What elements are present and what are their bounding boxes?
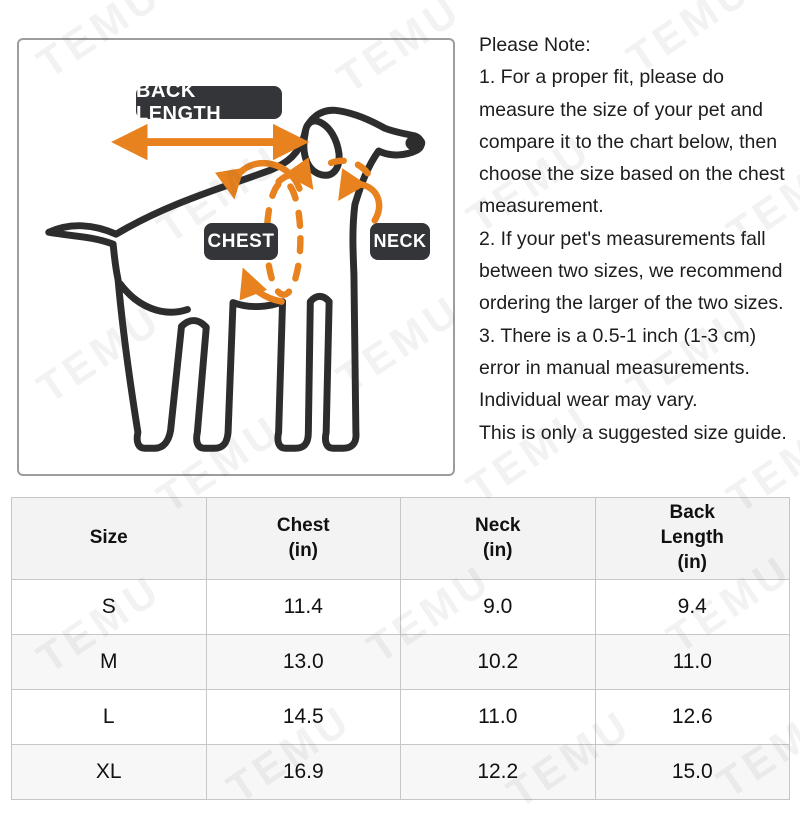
table-row: M 13.0 10.2 11.0: [11, 634, 790, 690]
cell-chest: 13.0: [205, 634, 401, 690]
cell-back-length: 11.0: [594, 634, 790, 690]
chest-arrow-bottom: [239, 267, 285, 305]
cell-neck: 9.0: [400, 579, 596, 635]
cell-chest: 16.9: [205, 744, 401, 800]
note-line: error in manual measurements.: [479, 356, 750, 379]
header-size: Size: [11, 497, 207, 580]
note-line: 1. For a proper fit, please do: [479, 66, 724, 89]
header-chest: Chest (in): [205, 497, 401, 580]
note-line: between two sizes, we recommend: [479, 260, 783, 283]
note-title: Please Note:: [479, 34, 591, 56]
cell-size: L: [11, 689, 207, 745]
size-note: Please Note: 1. For a proper fit, please…: [479, 29, 799, 449]
cell-neck: 12.2: [400, 744, 596, 800]
note-line: measurement.: [479, 195, 604, 218]
header-neck: Neck (in): [400, 497, 596, 580]
chest-label: CHEST: [204, 223, 278, 260]
neck-label: NECK: [370, 223, 430, 260]
neck-arrow: [338, 168, 383, 224]
table-row: S 11.4 9.0 9.4: [11, 579, 790, 635]
note-line: Individual wear may vary.: [479, 389, 698, 412]
cell-size: M: [11, 634, 207, 690]
dog-outline: [45, 106, 425, 452]
cell-neck: 11.0: [400, 689, 596, 745]
dog-haunch-line: [116, 280, 191, 316]
cell-back-length: 9.4: [594, 579, 790, 635]
table-header-row: Size Chest (in) Neck (in) Back Length (i…: [11, 497, 790, 580]
note-line: ordering the larger of the two sizes.: [479, 292, 784, 315]
note-line: 3. There is a 0.5-1 inch (1-3 cm): [479, 324, 757, 347]
neck-girth-dashed-arc: [327, 157, 377, 189]
chest-arrow-shoulder: [275, 157, 314, 190]
size-table: Size Chest (in) Neck (in) Back Length (i…: [11, 497, 790, 800]
cell-back-length: 15.0: [594, 744, 790, 800]
table-row: XL 16.9 12.2 15.0: [11, 744, 790, 800]
cell-size: S: [11, 579, 207, 635]
note-line: choose the size based on the chest: [479, 163, 785, 186]
table-row: L 14.5 11.0 12.6: [11, 689, 790, 745]
note-line: compare it to the chart below, then: [479, 130, 778, 153]
cell-neck: 10.2: [400, 634, 596, 690]
note-line: measure the size of your pet and: [479, 98, 763, 121]
note-line: This is only a suggested size guide.: [479, 421, 787, 444]
size-table-header: Size Chest (in) Neck (in) Back Length (i…: [11, 497, 790, 580]
note-line: 2. If your pet's measurements fall: [479, 227, 766, 250]
measurement-illustration-box: BACK LENGTH CHEST NECK: [17, 38, 455, 476]
cell-chest: 14.5: [205, 689, 401, 745]
dog-measurement-illustration: [45, 106, 426, 452]
back-length-label: BACK LENGTH: [136, 80, 282, 125]
cell-size: XL: [11, 744, 207, 800]
cell-back-length: 12.6: [594, 689, 790, 745]
cell-chest: 11.4: [205, 579, 401, 635]
dog-nose: [405, 135, 426, 151]
header-back-length: Back Length (in): [594, 497, 790, 580]
